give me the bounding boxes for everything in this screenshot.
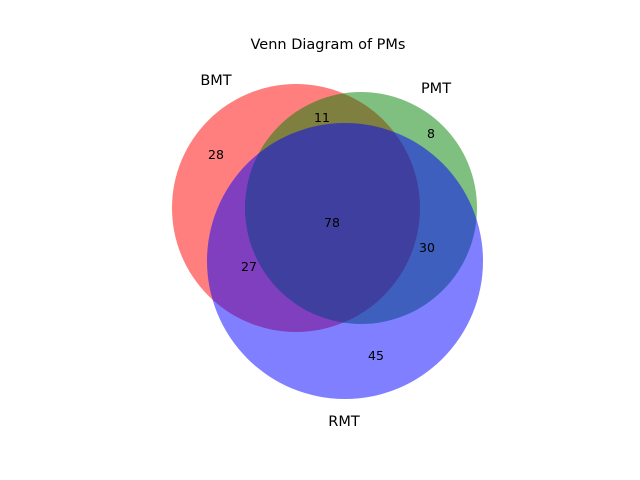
region-labels: 28 11 8 78 30 27 45: [208, 110, 435, 363]
region-bmt-only: 28: [208, 147, 224, 162]
region-pmt-only: 8: [427, 126, 435, 141]
set-circles: [172, 84, 483, 399]
region-all-three: 78: [324, 215, 340, 230]
region-pmt-rmt: 30: [419, 240, 435, 255]
set-label-pmt: PMT: [421, 81, 451, 97]
region-rmt-only: 45: [368, 348, 384, 363]
region-bmt-rmt: 27: [241, 259, 257, 274]
circle-rmt: [207, 123, 483, 399]
set-labels: BMT PMT RMT: [200, 73, 451, 430]
set-label-bmt: BMT: [200, 73, 231, 89]
region-bmt-pmt: 11: [314, 110, 330, 125]
set-label-rmt: RMT: [328, 414, 360, 430]
diagram-title: Venn Diagram of PMs: [251, 37, 406, 53]
